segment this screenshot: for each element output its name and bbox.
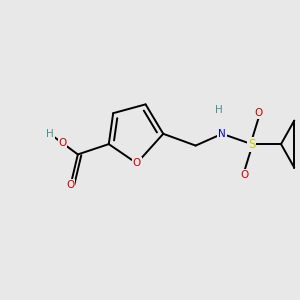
Text: H: H bbox=[215, 105, 223, 115]
Text: O: O bbox=[255, 108, 263, 118]
Text: O: O bbox=[58, 138, 67, 148]
Text: O: O bbox=[133, 158, 141, 168]
Text: H: H bbox=[46, 129, 54, 139]
Text: N: N bbox=[218, 129, 226, 139]
Text: S: S bbox=[248, 138, 255, 151]
Text: O: O bbox=[240, 170, 248, 180]
Text: O: O bbox=[66, 180, 75, 190]
